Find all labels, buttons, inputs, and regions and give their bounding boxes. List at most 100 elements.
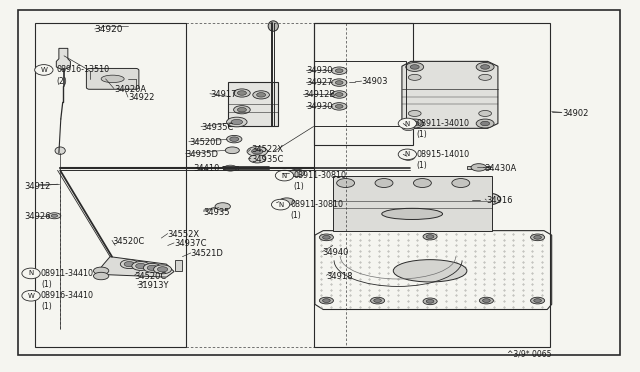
- Ellipse shape: [332, 79, 347, 86]
- Ellipse shape: [332, 67, 347, 74]
- Ellipse shape: [531, 297, 545, 304]
- Text: 34521D: 34521D: [191, 249, 223, 258]
- Text: (1): (1): [293, 182, 304, 191]
- Circle shape: [22, 291, 40, 301]
- FancyBboxPatch shape: [228, 82, 278, 126]
- Ellipse shape: [323, 299, 330, 302]
- Text: 34935D: 34935D: [186, 150, 219, 159]
- Circle shape: [271, 199, 290, 210]
- Ellipse shape: [374, 299, 381, 302]
- Text: 34912: 34912: [24, 182, 51, 191]
- Ellipse shape: [406, 62, 424, 71]
- Ellipse shape: [332, 103, 347, 110]
- Ellipse shape: [154, 265, 172, 274]
- Ellipse shape: [247, 147, 268, 156]
- Ellipse shape: [335, 93, 343, 96]
- Text: 34903: 34903: [362, 77, 388, 86]
- Ellipse shape: [471, 164, 486, 171]
- Ellipse shape: [402, 154, 415, 160]
- Ellipse shape: [335, 105, 343, 108]
- Text: 34920A: 34920A: [114, 85, 146, 94]
- Text: 34935: 34935: [204, 208, 230, 217]
- Bar: [223, 166, 238, 170]
- Ellipse shape: [120, 260, 138, 269]
- Text: 34935C: 34935C: [201, 123, 234, 132]
- Text: (2): (2): [56, 77, 67, 86]
- Text: N: N: [28, 270, 34, 276]
- Ellipse shape: [147, 265, 157, 270]
- Bar: [467, 166, 490, 169]
- Ellipse shape: [483, 299, 490, 302]
- Ellipse shape: [101, 75, 124, 83]
- Circle shape: [398, 149, 417, 160]
- Ellipse shape: [406, 119, 424, 128]
- Ellipse shape: [55, 147, 65, 154]
- Text: 34926: 34926: [24, 212, 51, 221]
- Ellipse shape: [268, 21, 278, 31]
- Ellipse shape: [408, 110, 421, 116]
- Text: 34920: 34920: [95, 25, 124, 34]
- Text: 34552X: 34552X: [168, 230, 200, 239]
- Ellipse shape: [143, 263, 161, 272]
- Ellipse shape: [410, 65, 419, 69]
- Ellipse shape: [335, 69, 343, 73]
- Ellipse shape: [475, 193, 500, 205]
- Text: W: W: [40, 67, 47, 73]
- Text: (1): (1): [41, 302, 52, 311]
- Text: N: N: [404, 151, 410, 157]
- Ellipse shape: [479, 297, 493, 304]
- Ellipse shape: [481, 121, 490, 126]
- Ellipse shape: [124, 262, 134, 267]
- Ellipse shape: [227, 117, 247, 127]
- Ellipse shape: [410, 121, 419, 126]
- Ellipse shape: [531, 234, 545, 241]
- Polygon shape: [99, 257, 174, 277]
- Text: 34937C: 34937C: [174, 239, 207, 248]
- Text: 34522X: 34522X: [251, 145, 283, 154]
- Ellipse shape: [337, 179, 355, 187]
- Polygon shape: [402, 61, 498, 128]
- Text: 34927: 34927: [306, 78, 332, 87]
- Ellipse shape: [393, 260, 467, 282]
- Ellipse shape: [157, 267, 168, 272]
- Ellipse shape: [382, 208, 443, 219]
- Ellipse shape: [252, 149, 263, 154]
- Ellipse shape: [237, 91, 246, 95]
- Ellipse shape: [479, 74, 492, 80]
- Polygon shape: [56, 48, 70, 70]
- Circle shape: [398, 118, 417, 129]
- Ellipse shape: [253, 91, 269, 99]
- Ellipse shape: [332, 91, 347, 98]
- Bar: [175, 260, 182, 271]
- Text: 34912B: 34912B: [303, 90, 335, 99]
- Ellipse shape: [289, 169, 305, 177]
- Ellipse shape: [93, 267, 109, 275]
- Bar: [314, 61, 406, 126]
- FancyBboxPatch shape: [333, 176, 492, 231]
- Text: 34520C: 34520C: [134, 272, 166, 280]
- Ellipse shape: [335, 81, 343, 84]
- Bar: [314, 23, 550, 347]
- Text: 34917: 34917: [210, 90, 236, 99]
- Ellipse shape: [237, 108, 246, 112]
- Ellipse shape: [323, 235, 330, 239]
- Text: 34930: 34930: [306, 66, 332, 75]
- Ellipse shape: [132, 262, 150, 270]
- Ellipse shape: [225, 147, 239, 154]
- Bar: [35, 23, 186, 347]
- Text: 34410: 34410: [193, 164, 220, 173]
- Text: 08911-30810: 08911-30810: [293, 171, 346, 180]
- Ellipse shape: [136, 263, 146, 269]
- Ellipse shape: [230, 137, 239, 141]
- Ellipse shape: [426, 235, 434, 238]
- Text: N: N: [282, 173, 287, 179]
- Text: 31913Y: 31913Y: [138, 281, 169, 290]
- Ellipse shape: [423, 233, 437, 240]
- Ellipse shape: [402, 124, 415, 131]
- Text: 34922: 34922: [128, 93, 154, 102]
- Ellipse shape: [93, 272, 109, 280]
- Ellipse shape: [319, 234, 333, 241]
- Ellipse shape: [279, 198, 294, 205]
- Text: W: W: [28, 293, 35, 299]
- Circle shape: [275, 170, 294, 181]
